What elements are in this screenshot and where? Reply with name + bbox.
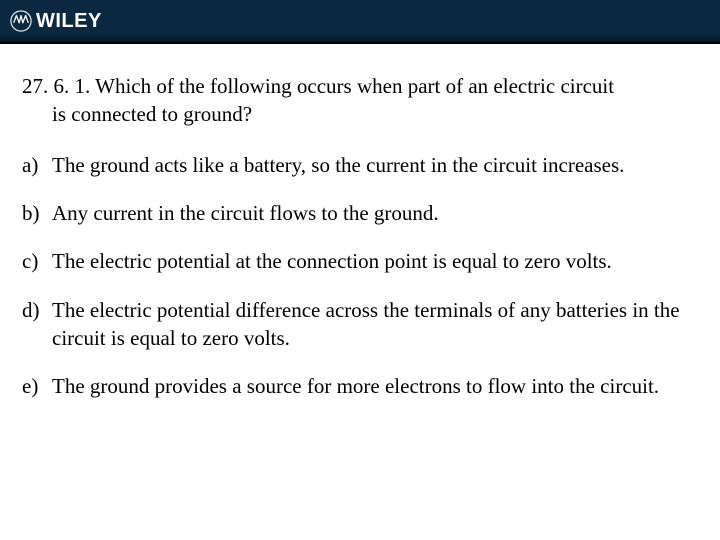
option-a: a) The ground acts like a battery, so th… [22, 151, 698, 179]
option-text: The electric potential difference across… [52, 296, 698, 353]
option-label: b) [22, 199, 52, 227]
option-text: The electric potential at the connection… [52, 247, 698, 275]
option-text: The ground acts like a battery, so the c… [52, 151, 698, 179]
header-bar: WILEY [0, 0, 720, 44]
option-label: a) [22, 151, 52, 179]
brand-name: WILEY [36, 10, 102, 33]
option-d: d) The electric potential difference acr… [22, 296, 698, 353]
question-text: 27. 6. 1. Which of the following occurs … [22, 72, 698, 129]
options-list: a) The ground acts like a battery, so th… [22, 151, 698, 401]
slide-content: 27. 6. 1. Which of the following occurs … [0, 44, 720, 421]
option-b: b) Any current in the circuit flows to t… [22, 199, 698, 227]
option-c: c) The electric potential at the connect… [22, 247, 698, 275]
option-label: e) [22, 372, 52, 400]
wiley-logo-icon [10, 10, 32, 32]
brand-logo: WILEY [10, 10, 102, 33]
option-label: d) [22, 296, 52, 353]
option-text: The ground provides a source for more el… [52, 372, 698, 400]
question-line-1: 27. 6. 1. Which of the following occurs … [22, 74, 614, 98]
option-text: Any current in the circuit flows to the … [52, 199, 698, 227]
option-label: c) [22, 247, 52, 275]
option-e: e) The ground provides a source for more… [22, 372, 698, 400]
question-line-2: is connected to ground? [22, 100, 698, 128]
